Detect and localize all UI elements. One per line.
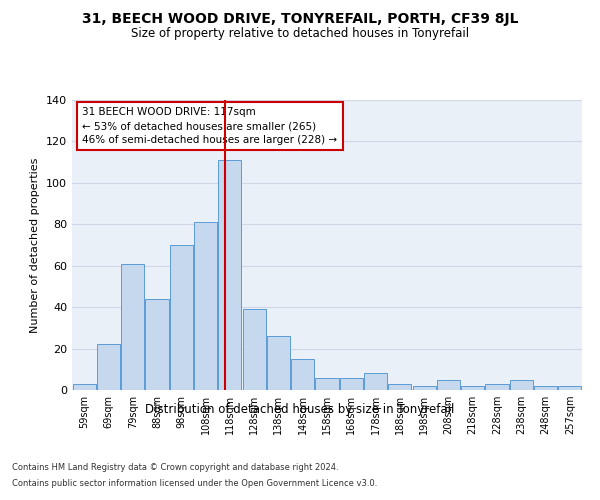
Bar xyxy=(194,222,217,390)
Bar xyxy=(121,264,144,390)
Bar xyxy=(437,380,460,390)
Text: Contains public sector information licensed under the Open Government Licence v3: Contains public sector information licen… xyxy=(12,478,377,488)
Text: Distribution of detached houses by size in Tonyrefail: Distribution of detached houses by size … xyxy=(145,402,455,415)
Bar xyxy=(388,384,412,390)
Bar xyxy=(242,309,266,390)
Text: 31, BEECH WOOD DRIVE, TONYREFAIL, PORTH, CF39 8JL: 31, BEECH WOOD DRIVE, TONYREFAIL, PORTH,… xyxy=(82,12,518,26)
Bar xyxy=(461,386,484,390)
Text: Size of property relative to detached houses in Tonyrefail: Size of property relative to detached ho… xyxy=(131,28,469,40)
Bar xyxy=(413,386,436,390)
Bar xyxy=(291,359,314,390)
Bar xyxy=(316,378,338,390)
Bar xyxy=(170,245,193,390)
Bar xyxy=(510,380,533,390)
Y-axis label: Number of detached properties: Number of detached properties xyxy=(31,158,40,332)
Bar xyxy=(559,386,581,390)
Bar xyxy=(267,336,290,390)
Bar xyxy=(97,344,120,390)
Bar xyxy=(364,374,387,390)
Bar xyxy=(485,384,509,390)
Text: Contains HM Land Registry data © Crown copyright and database right 2024.: Contains HM Land Registry data © Crown c… xyxy=(12,464,338,472)
Bar xyxy=(73,384,95,390)
Text: 31 BEECH WOOD DRIVE: 117sqm
← 53% of detached houses are smaller (265)
46% of se: 31 BEECH WOOD DRIVE: 117sqm ← 53% of det… xyxy=(82,108,337,146)
Bar xyxy=(340,378,363,390)
Bar xyxy=(145,299,169,390)
Bar xyxy=(534,386,557,390)
Bar xyxy=(218,160,241,390)
